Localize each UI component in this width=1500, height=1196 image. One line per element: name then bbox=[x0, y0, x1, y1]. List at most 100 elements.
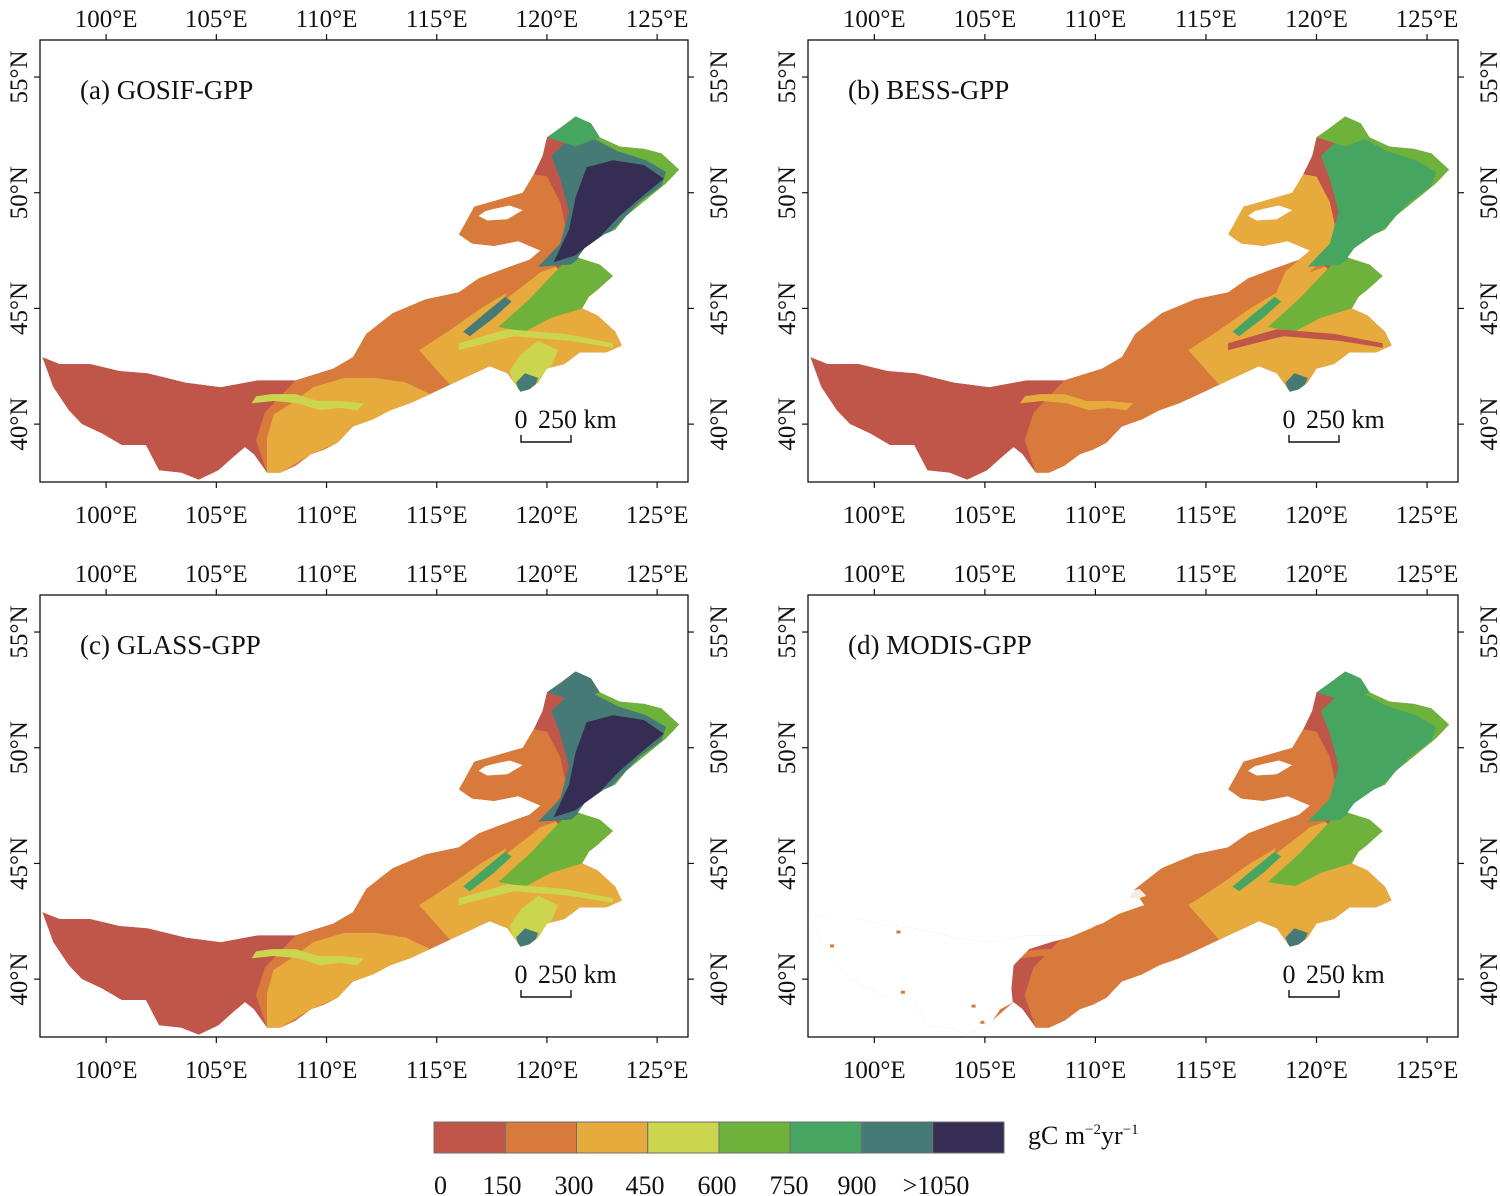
legend-bin bbox=[789, 1121, 862, 1154]
lake-hole bbox=[1248, 760, 1293, 776]
scale-bar-zero: 0 bbox=[1283, 960, 1296, 989]
gpp-pixel bbox=[900, 990, 905, 994]
legend-tick-label: >1050 bbox=[903, 1171, 970, 1196]
lon-label-top: 105°E bbox=[185, 6, 248, 33]
legend-bin bbox=[647, 1121, 720, 1154]
scale-bar-label: 250 km bbox=[538, 960, 617, 989]
lon-label-bottom: 105°E bbox=[953, 1057, 1016, 1084]
gpp-zone-zYn bbox=[1228, 174, 1337, 302]
panel-title: (c) GLASS-GPP bbox=[80, 630, 261, 660]
scale-bar: 0 250 km bbox=[515, 405, 617, 443]
legend-bin bbox=[932, 1121, 1005, 1154]
lat-label-left: 45°N bbox=[6, 282, 33, 335]
lat-label-right: 45°N bbox=[706, 282, 733, 335]
lat-label-left: 40°N bbox=[774, 398, 801, 451]
lat-label-right: 40°N bbox=[706, 953, 733, 1006]
lon-label-top: 110°E bbox=[1064, 561, 1126, 588]
lat-label-left: 40°N bbox=[774, 953, 801, 1006]
panel-title: (b) BESS-GPP bbox=[848, 75, 1009, 105]
lon-label-top: 110°E bbox=[1064, 6, 1126, 33]
lon-label-top: 115°E bbox=[406, 561, 468, 588]
lat-label-left: 45°N bbox=[774, 837, 801, 890]
scale-bar-zero: 0 bbox=[1283, 405, 1296, 434]
lon-label-top: 110°E bbox=[296, 6, 358, 33]
gpp-zone-zCore bbox=[1323, 715, 1434, 818]
lon-label-top: 110°E bbox=[296, 561, 358, 588]
lon-label-bottom: 100°E bbox=[75, 1057, 138, 1084]
lat-label-right: 45°N bbox=[1476, 837, 1500, 890]
lat-label-right: 55°N bbox=[706, 50, 733, 103]
scale-bar: 0 250 km bbox=[1283, 405, 1385, 443]
map-frame bbox=[39, 594, 689, 1038]
gpp-zone-zSEdark bbox=[1285, 928, 1308, 952]
map-panel-d: 100°E 100°E 105°E 105°E 110°E 110°E 115°E 115°E… bbox=[774, 561, 1500, 1084]
lon-label-bottom: 110°E bbox=[1064, 502, 1126, 529]
lon-label-bottom: 105°E bbox=[953, 502, 1016, 529]
lon-label-bottom: 125°E bbox=[626, 1057, 689, 1084]
lon-label-top: 120°E bbox=[1285, 561, 1348, 588]
panel-title: (d) MODIS-GPP bbox=[848, 630, 1032, 660]
legend-tick-label: 450 bbox=[626, 1171, 665, 1196]
lake-hole bbox=[478, 205, 523, 221]
legend-tick-label: 150 bbox=[483, 1171, 522, 1196]
lat-label-left: 45°N bbox=[774, 282, 801, 335]
lon-label-top: 125°E bbox=[1396, 6, 1459, 33]
lon-label-bottom: 120°E bbox=[516, 1057, 579, 1084]
lat-label-right: 40°N bbox=[1476, 953, 1500, 1006]
scale-bar: 0 250 km bbox=[515, 960, 617, 998]
scale-bar-zero: 0 bbox=[515, 405, 528, 434]
lon-label-top: 105°E bbox=[953, 561, 1016, 588]
legend-unit: gC m−2yr−1 bbox=[1028, 1121, 1139, 1150]
map-panel-c: 100°E 100°E 105°E 105°E 110°E 110°E 115°E 115°E… bbox=[6, 561, 733, 1084]
gpp-zone-zYn bbox=[458, 729, 567, 857]
lat-label-right: 55°N bbox=[706, 605, 733, 658]
legend-bin bbox=[504, 1121, 577, 1154]
gpp-zone-zSEdark bbox=[516, 928, 539, 952]
lon-label-top: 125°E bbox=[626, 6, 689, 33]
gpp-zone-zStrip bbox=[463, 296, 512, 337]
lon-label-bottom: 120°E bbox=[516, 502, 579, 529]
gpp-zone-zRiver bbox=[458, 329, 614, 351]
gpp-zone-zHetao bbox=[251, 949, 364, 966]
lat-label-right: 50°N bbox=[1476, 721, 1500, 774]
gpp-zone-zNorthTip bbox=[1316, 116, 1370, 147]
lat-label-left: 50°N bbox=[774, 166, 801, 219]
scale-bar-label: 250 km bbox=[538, 405, 617, 434]
map-panel-a: 100°E 100°E 105°E 105°E 110°E 110°E 115°E 115°E… bbox=[6, 6, 733, 529]
legend-tick-label: 750 bbox=[770, 1171, 809, 1196]
lon-label-top: 100°E bbox=[75, 561, 138, 588]
gpp-zone-zHetao bbox=[1020, 949, 1133, 966]
lon-label-top: 100°E bbox=[843, 6, 906, 33]
lon-label-top: 105°E bbox=[953, 6, 1016, 33]
lat-label-left: 40°N bbox=[6, 953, 33, 1006]
scale-bar-label: 250 km bbox=[1306, 405, 1385, 434]
lat-label-left: 55°N bbox=[774, 50, 801, 103]
lon-label-bottom: 100°E bbox=[843, 1057, 906, 1084]
gpp-zone-zCore bbox=[1323, 160, 1434, 263]
lon-label-bottom: 125°E bbox=[1396, 502, 1459, 529]
lon-label-bottom: 120°E bbox=[1285, 502, 1348, 529]
gpp-zone-zStrip bbox=[463, 851, 512, 892]
lon-label-bottom: 115°E bbox=[1175, 1057, 1237, 1084]
gpp-zone-zStrip bbox=[1232, 296, 1282, 337]
lon-label-bottom: 125°E bbox=[626, 502, 689, 529]
legend-bin bbox=[861, 1121, 934, 1154]
lon-label-bottom: 105°E bbox=[185, 502, 248, 529]
lat-label-left: 40°N bbox=[6, 398, 33, 451]
lat-label-left: 55°N bbox=[6, 50, 33, 103]
lon-label-top: 120°E bbox=[1285, 6, 1348, 33]
panel-title: (a) GOSIF-GPP bbox=[80, 75, 253, 105]
gpp-zone-zCore bbox=[553, 715, 664, 818]
map-frame bbox=[807, 39, 1459, 483]
legend-bin bbox=[576, 1121, 649, 1154]
lon-label-bottom: 115°E bbox=[1175, 502, 1237, 529]
gpp-zone-zNorthTip bbox=[1316, 671, 1370, 702]
gpp-pixel bbox=[830, 944, 835, 948]
lake-hole bbox=[1248, 205, 1293, 221]
gpp-zone-zYn bbox=[458, 174, 567, 302]
lon-label-top: 120°E bbox=[516, 561, 579, 588]
scale-bar: 0 250 km bbox=[1283, 960, 1385, 998]
lat-label-right: 55°N bbox=[1476, 50, 1500, 103]
gpp-zone-zNorthTip bbox=[546, 671, 600, 702]
